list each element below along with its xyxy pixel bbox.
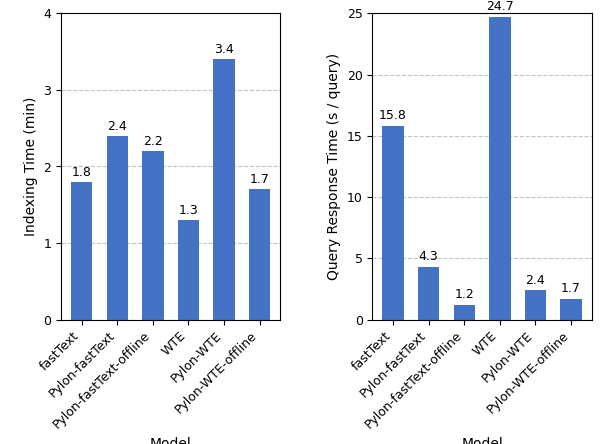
Bar bbox=[525, 290, 546, 320]
Text: 1.2: 1.2 bbox=[454, 288, 474, 301]
Text: 1.7: 1.7 bbox=[561, 282, 581, 295]
Bar bbox=[489, 17, 511, 320]
Bar bbox=[382, 126, 404, 320]
Y-axis label: Query Response Time (s / query): Query Response Time (s / query) bbox=[327, 53, 341, 280]
Bar bbox=[142, 151, 163, 320]
Text: 1.7: 1.7 bbox=[249, 174, 270, 186]
Text: 1.3: 1.3 bbox=[179, 204, 198, 217]
Bar bbox=[561, 299, 582, 320]
Bar bbox=[71, 182, 92, 320]
Text: 2.4: 2.4 bbox=[107, 120, 127, 133]
Text: 24.7: 24.7 bbox=[486, 0, 514, 13]
X-axis label: Model: Model bbox=[150, 437, 192, 444]
Text: 1.8: 1.8 bbox=[72, 166, 91, 179]
X-axis label: Model: Model bbox=[461, 437, 503, 444]
Bar bbox=[107, 136, 128, 320]
Bar bbox=[418, 267, 439, 320]
Text: 2.2: 2.2 bbox=[143, 135, 163, 148]
Bar bbox=[454, 305, 475, 320]
Text: 2.4: 2.4 bbox=[526, 274, 545, 286]
Text: 15.8: 15.8 bbox=[379, 109, 407, 123]
Y-axis label: Indexing Time (min): Indexing Time (min) bbox=[24, 97, 38, 236]
Text: 4.3: 4.3 bbox=[419, 250, 439, 263]
Text: 3.4: 3.4 bbox=[214, 43, 234, 56]
Bar bbox=[249, 190, 270, 320]
Bar bbox=[214, 59, 235, 320]
Bar bbox=[178, 220, 199, 320]
